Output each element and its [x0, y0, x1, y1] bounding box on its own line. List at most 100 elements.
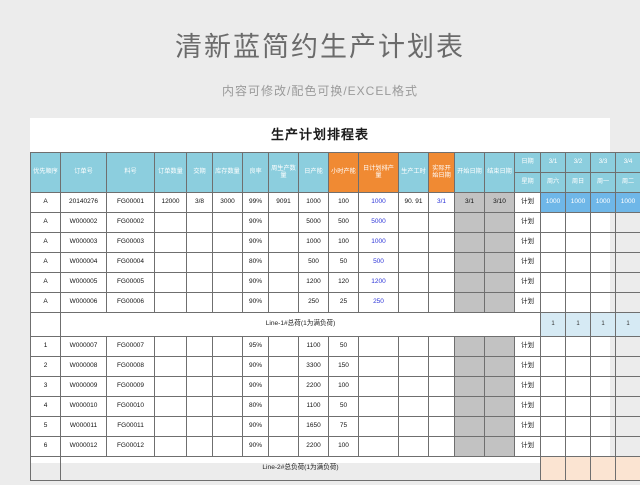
cell-start-date[interactable]	[454, 376, 485, 397]
cell-day-cap[interactable]: 2200	[298, 436, 329, 457]
cell-day-2[interactable]	[590, 336, 616, 357]
cell-hour-cap[interactable]: 150	[328, 356, 359, 377]
cell-work-hours[interactable]	[398, 232, 429, 253]
cell-yield[interactable]: 90%	[242, 212, 269, 233]
cell-day-0[interactable]	[540, 356, 566, 377]
cell-priority[interactable]: 1	[30, 336, 61, 357]
cell-day-3[interactable]: 1000	[615, 192, 640, 213]
cell-day-3[interactable]	[615, 272, 640, 293]
cell-actual-start[interactable]	[428, 232, 455, 253]
cell-work-hours[interactable]	[398, 436, 429, 457]
cell-day-3[interactable]	[615, 436, 640, 457]
cell-day-3[interactable]	[615, 416, 640, 437]
table-row[interactable]: 4 W000010 FG00010 80% 1100 50 计划	[30, 396, 640, 417]
cell-order-qty[interactable]	[154, 396, 187, 417]
cell-end-date[interactable]	[484, 356, 515, 377]
cell-day-1[interactable]	[565, 292, 591, 313]
cell-start-date[interactable]	[454, 356, 485, 377]
cell-day-3[interactable]	[615, 336, 640, 357]
cell-hour-cap[interactable]: 100	[328, 436, 359, 457]
cell-day-cap[interactable]: 1000	[298, 232, 329, 253]
col-header-weekday-0[interactable]: 周六	[540, 172, 566, 193]
cell-hour-cap[interactable]: 25	[328, 292, 359, 313]
cell-day-plan[interactable]: 5000	[358, 212, 399, 233]
cell-part-no[interactable]: FG00008	[106, 356, 155, 377]
cell-order-qty[interactable]	[154, 212, 187, 233]
cell-actual-start[interactable]	[428, 252, 455, 273]
cell-day-3[interactable]	[615, 252, 640, 273]
cell-day-3[interactable]	[615, 396, 640, 417]
cell-day-plan[interactable]: 1000	[358, 232, 399, 253]
cell-end-date[interactable]	[484, 292, 515, 313]
cell-hour-cap[interactable]: 50	[328, 396, 359, 417]
cell-yield[interactable]: 90%	[242, 416, 269, 437]
cell-actual-start[interactable]	[428, 292, 455, 313]
cell-due[interactable]	[186, 436, 213, 457]
cell-yield[interactable]: 80%	[242, 396, 269, 417]
cell-order-no[interactable]: W000011	[60, 416, 107, 437]
cell-actual-start[interactable]	[428, 436, 455, 457]
cell-start-date[interactable]	[454, 396, 485, 417]
cell-hour-cap[interactable]: 100	[328, 192, 359, 213]
cell-stock-qty[interactable]	[212, 416, 243, 437]
cell-stock-qty[interactable]	[212, 292, 243, 313]
cell-plan[interactable]: 计划	[514, 192, 541, 213]
cell-due[interactable]	[186, 212, 213, 233]
cell-day-2[interactable]	[590, 356, 616, 377]
cell-plan[interactable]: 计划	[514, 232, 541, 253]
cell-yield[interactable]: 90%	[242, 272, 269, 293]
cell-part-no[interactable]: FG00006	[106, 292, 155, 313]
cell-start-date[interactable]	[454, 436, 485, 457]
cell-week-qty[interactable]: 9091	[268, 192, 299, 213]
cell-order-no[interactable]: W000008	[60, 356, 107, 377]
cell-work-hours[interactable]: 90. 91	[398, 192, 429, 213]
col-header-order-qty[interactable]: 订单数量	[154, 152, 187, 193]
cell-week-qty[interactable]	[268, 212, 299, 233]
cell-yield[interactable]: 95%	[242, 336, 269, 357]
cell-day-1[interactable]	[565, 436, 591, 457]
cell-hour-cap[interactable]: 100	[328, 232, 359, 253]
cell-due[interactable]	[186, 356, 213, 377]
cell-day-plan[interactable]: 500	[358, 252, 399, 273]
cell-day-cap[interactable]: 1000	[298, 192, 329, 213]
cell-yield[interactable]: 90%	[242, 232, 269, 253]
cell-week-qty[interactable]	[268, 416, 299, 437]
cell-due[interactable]	[186, 376, 213, 397]
cell-start-date[interactable]	[454, 336, 485, 357]
cell-due[interactable]	[186, 272, 213, 293]
cell-plan[interactable]: 计划	[514, 436, 541, 457]
cell-part-no[interactable]: FG00004	[106, 252, 155, 273]
cell-order-qty[interactable]	[154, 252, 187, 273]
cell-priority[interactable]: A	[30, 192, 61, 213]
cell-actual-start[interactable]	[428, 396, 455, 417]
table-row[interactable]: A W000006 FG00006 90% 250 25 250 计划	[30, 292, 640, 313]
cell-part-no[interactable]: FG00001	[106, 192, 155, 213]
cell-stock-qty[interactable]	[212, 272, 243, 293]
cell-order-no[interactable]: W000002	[60, 212, 107, 233]
cell-day-1[interactable]	[565, 336, 591, 357]
cell-plan[interactable]: 计划	[514, 396, 541, 417]
cell-day-3[interactable]	[615, 212, 640, 233]
cell-end-date[interactable]	[484, 252, 515, 273]
table-row[interactable]: 3 W000009 FG00009 90% 2200 100 计划	[30, 376, 640, 397]
cell-order-no[interactable]: W000009	[60, 376, 107, 397]
cell-end-date[interactable]: 3/10	[484, 192, 515, 213]
cell-day-0[interactable]	[540, 212, 566, 233]
cell-day-2[interactable]	[590, 436, 616, 457]
table-row[interactable]: 2 W000008 FG00008 90% 3300 150 计划	[30, 356, 640, 377]
cell-order-no[interactable]: W000012	[60, 436, 107, 457]
cell-priority[interactable]: 5	[30, 416, 61, 437]
cell-day-cap[interactable]: 3300	[298, 356, 329, 377]
col-header-day-plan[interactable]: 日计划排产量	[358, 152, 399, 193]
cell-week-qty[interactable]	[268, 252, 299, 273]
cell-priority[interactable]: A	[30, 232, 61, 253]
col-header-hour-cap[interactable]: 小时产能	[328, 152, 359, 193]
cell-actual-start[interactable]	[428, 272, 455, 293]
cell-due[interactable]	[186, 336, 213, 357]
cell-start-date[interactable]	[454, 416, 485, 437]
cell-day-1[interactable]	[565, 376, 591, 397]
cell-order-no[interactable]: W000010	[60, 396, 107, 417]
cell-plan[interactable]: 计划	[514, 336, 541, 357]
cell-day-cap[interactable]: 5000	[298, 212, 329, 233]
cell-order-no[interactable]: W000007	[60, 336, 107, 357]
